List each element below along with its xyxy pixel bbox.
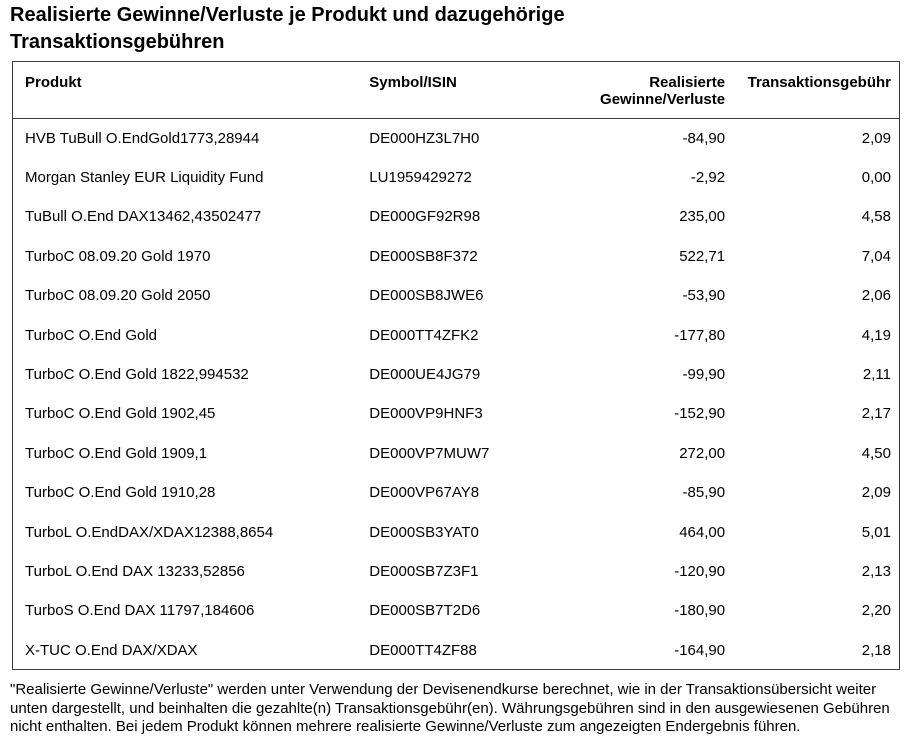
cell-produkt: Morgan Stanley EUR Liquidity Fund bbox=[25, 169, 264, 187]
cell-symbol-isin: DE000VP67AY8 bbox=[369, 484, 480, 502]
cell-transaktionsgebuehr: 4,19 bbox=[861, 326, 891, 344]
cell-realisierte-gewinne-verluste: -164,90 bbox=[674, 641, 726, 659]
cell-transaktionsgebuehr: 4,50 bbox=[861, 444, 891, 462]
cell-transaktionsgebuehr: 2,06 bbox=[861, 287, 891, 305]
column-header-produkt: Produkt bbox=[12, 61, 370, 119]
gains-losses-table: Produkt Symbol/ISIN Realisierte Gewinne/… bbox=[12, 61, 900, 671]
cell-realisierte-gewinne-verluste: 235,00 bbox=[679, 208, 726, 226]
table-row: TurboC O.End Gold 1902,45 DE000VP9HNF3 -… bbox=[13, 394, 900, 433]
table-row: TurboL O.EndDAX/XDAX12388,8654 DE000SB3Y… bbox=[13, 512, 900, 551]
cell-realisierte-gewinne-verluste: -177,80 bbox=[674, 326, 726, 344]
cell-transaktionsgebuehr: 2,20 bbox=[861, 602, 891, 620]
table-row: TurboC O.End Gold DE000TT4ZFK2 -177,80 4… bbox=[13, 315, 900, 354]
cell-symbol-isin: DE000SB8F372 bbox=[369, 247, 478, 265]
cell-produkt: TurboC O.End Gold 1910,28 bbox=[25, 484, 216, 502]
table-row: TurboS O.End DAX 11797,184606 DE000SB7T2… bbox=[13, 591, 900, 630]
page-title: Realisierte Gewinne/Verluste je Produkt … bbox=[10, 4, 565, 53]
table-row: X-TUC O.End DAX/XDAX DE000TT4ZF88 -164,9… bbox=[13, 631, 900, 670]
table-row: TurboC 08.09.20 Gold 1970 DE000SB8F372 5… bbox=[13, 237, 900, 276]
cell-symbol-isin: DE000SB7Z3F1 bbox=[369, 562, 479, 580]
cell-transaktionsgebuehr: 5,01 bbox=[861, 523, 891, 541]
cell-produkt: TurboC O.End Gold 1902,45 bbox=[25, 405, 216, 423]
cell-produkt: TurboL O.EndDAX/XDAX12388,8654 bbox=[25, 523, 274, 541]
cell-produkt: TurboC O.End Gold bbox=[25, 326, 158, 344]
cell-produkt: TurboS O.End DAX 11797,184606 bbox=[25, 602, 255, 620]
cell-transaktionsgebuehr: 2,09 bbox=[861, 484, 891, 502]
cell-produkt: TurboC 08.09.20 Gold 1970 bbox=[25, 247, 211, 265]
cell-produkt: TurboC 08.09.20 Gold 2050 bbox=[25, 287, 211, 305]
table-header-row: Produkt Symbol/ISIN Realisierte Gewinne/… bbox=[12, 61, 900, 119]
cell-symbol-isin: DE000UE4JG79 bbox=[369, 366, 481, 384]
cell-transaktionsgebuehr: 2,09 bbox=[861, 129, 891, 147]
cell-realisierte-gewinne-verluste: -180,90 bbox=[674, 602, 726, 620]
cell-realisierte-gewinne-verluste: -152,90 bbox=[674, 405, 726, 423]
table-row: TurboL O.End DAX 13233,52856 DE000SB7Z3F… bbox=[13, 552, 900, 591]
cell-produkt: TurboC O.End Gold 1822,994532 bbox=[25, 366, 249, 384]
column-header-symbol-isin: Symbol/ISIN bbox=[369, 61, 570, 119]
cell-produkt: TurboL O.End DAX 13233,52856 bbox=[25, 562, 245, 580]
table-body: HVB TuBull O.EndGold1773,28944 DE000HZ3L… bbox=[13, 119, 900, 670]
cell-symbol-isin: DE000HZ3L7H0 bbox=[369, 129, 480, 147]
cell-realisierte-gewinne-verluste: 522,71 bbox=[679, 247, 726, 265]
cell-realisierte-gewinne-verluste: -120,90 bbox=[674, 562, 726, 580]
cell-symbol-isin: DE000SB8JWE6 bbox=[369, 287, 484, 305]
cell-symbol-isin: LU1959429272 bbox=[369, 169, 472, 187]
cell-transaktionsgebuehr: 2,11 bbox=[862, 366, 891, 384]
cell-symbol-isin: DE000SB7T2D6 bbox=[369, 602, 481, 620]
table-row: HVB TuBull O.EndGold1773,28944 DE000HZ3L… bbox=[13, 119, 900, 158]
cell-symbol-isin: DE000VP9HNF3 bbox=[369, 405, 483, 423]
cell-realisierte-gewinne-verluste: -85,90 bbox=[682, 484, 726, 502]
cell-transaktionsgebuehr: 2,18 bbox=[861, 641, 891, 659]
table-row: TurboC 08.09.20 Gold 2050 DE000SB8JWE6 -… bbox=[13, 276, 900, 315]
cell-symbol-isin: DE000VP7MUW7 bbox=[369, 444, 490, 462]
cell-symbol-isin: DE000SB3YAT0 bbox=[369, 523, 479, 541]
cell-produkt: TuBull O.End DAX13462,43502477 bbox=[25, 208, 262, 226]
cell-transaktionsgebuehr: 7,04 bbox=[861, 247, 891, 265]
cell-symbol-isin: DE000TT4ZF88 bbox=[369, 641, 477, 659]
table-row: Morgan Stanley EUR Liquidity Fund LU1959… bbox=[13, 158, 900, 197]
cell-realisierte-gewinne-verluste: -99,90 bbox=[682, 366, 726, 384]
cell-realisierte-gewinne-verluste: -53,90 bbox=[682, 287, 726, 305]
cell-realisierte-gewinne-verluste: 464,00 bbox=[679, 523, 726, 541]
footnote-text: "Realisierte Gewinne/Verluste" werden un… bbox=[10, 681, 890, 735]
cell-transaktionsgebuehr: 0,00 bbox=[861, 169, 891, 187]
cell-transaktionsgebuehr: 4,58 bbox=[861, 208, 891, 226]
cell-realisierte-gewinne-verluste: -84,90 bbox=[682, 129, 726, 147]
table-header: Produkt Symbol/ISIN Realisierte Gewinne/… bbox=[12, 61, 900, 119]
cell-transaktionsgebuehr: 2,13 bbox=[861, 562, 891, 580]
cell-produkt: TurboC O.End Gold 1909,1 bbox=[25, 444, 208, 462]
table-row: TuBull O.End DAX13462,43502477 DE000GF92… bbox=[13, 197, 900, 236]
table-row: TurboC O.End Gold 1909,1 DE000VP7MUW7 27… bbox=[13, 434, 900, 473]
cell-symbol-isin: DE000TT4ZFK2 bbox=[369, 326, 479, 344]
cell-produkt: HVB TuBull O.EndGold1773,28944 bbox=[25, 129, 260, 147]
table-row: TurboC O.End Gold 1910,28 DE000VP67AY8 -… bbox=[13, 473, 900, 512]
cell-symbol-isin: DE000GF92R98 bbox=[369, 208, 481, 226]
cell-produkt: X-TUC O.End DAX/XDAX bbox=[25, 641, 198, 659]
cell-realisierte-gewinne-verluste: 272,00 bbox=[679, 444, 726, 462]
table-row: TurboC O.End Gold 1822,994532 DE000UE4JG… bbox=[13, 355, 900, 394]
column-header-transaktionsgebuehr: Transaktionsgebühr bbox=[725, 61, 900, 119]
cell-realisierte-gewinne-verluste: -2,92 bbox=[690, 169, 726, 187]
column-header-realisierte-gewinne-verluste: Realisierte Gewinne/Verluste bbox=[569, 61, 726, 119]
cell-transaktionsgebuehr: 2,17 bbox=[861, 405, 891, 423]
